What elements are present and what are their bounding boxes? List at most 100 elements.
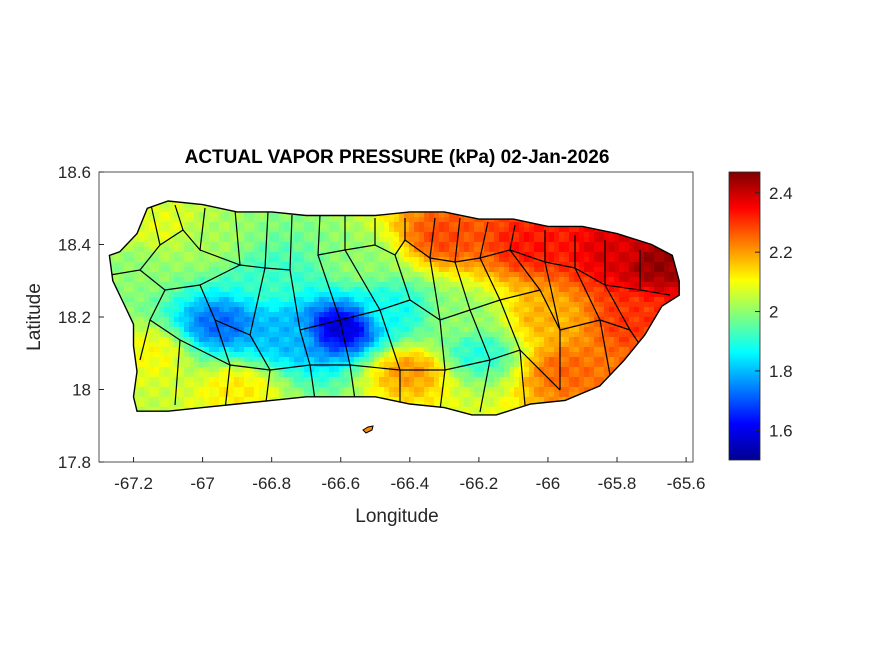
heat-cell <box>299 352 305 358</box>
heat-cell <box>164 222 170 228</box>
heat-cell <box>394 332 400 338</box>
heat-cell <box>294 332 300 338</box>
heat-cell <box>584 387 590 393</box>
heat-cell <box>359 307 365 313</box>
heat-cell <box>304 312 310 318</box>
heat-cell <box>169 382 175 388</box>
heat-cell <box>324 387 330 393</box>
heat-cell <box>159 307 165 313</box>
heat-cell <box>419 352 425 358</box>
heat-cell <box>604 232 610 238</box>
heat-cell <box>239 372 245 378</box>
heat-cell <box>219 242 225 248</box>
heat-cell <box>314 317 320 323</box>
heat-cell <box>394 242 400 248</box>
heat-cell <box>149 267 155 273</box>
heat-cell <box>339 347 345 353</box>
heat-cell <box>379 297 385 303</box>
heat-cell <box>409 382 415 388</box>
heat-cell <box>149 367 155 373</box>
heat-cell <box>184 387 190 393</box>
heat-cell <box>279 262 285 268</box>
heat-cell <box>484 412 490 415</box>
heat-cell <box>449 372 455 378</box>
heat-cell <box>429 282 435 288</box>
heat-cell <box>299 317 305 323</box>
heat-cell <box>174 342 180 348</box>
heat-cell <box>494 382 500 388</box>
heat-cell <box>409 392 415 398</box>
heat-cell <box>379 217 385 223</box>
heat-cell <box>194 267 200 273</box>
heat-cell <box>449 267 455 273</box>
heat-cell <box>489 347 495 353</box>
heat-cell <box>274 357 280 363</box>
heat-cell <box>559 232 565 238</box>
heat-cell <box>144 347 150 353</box>
heat-cell <box>499 382 505 388</box>
heat-cell <box>304 227 310 233</box>
heat-cell <box>374 392 380 398</box>
heat-cell <box>264 352 270 358</box>
heat-cell <box>159 217 165 223</box>
heat-cell <box>589 327 595 333</box>
heat-cell <box>299 277 305 283</box>
heat-cell <box>349 347 355 353</box>
heat-cell <box>354 322 360 328</box>
heat-cell <box>394 352 400 358</box>
heat-cell <box>489 267 495 273</box>
heat-cell <box>374 337 380 343</box>
heat-cell <box>364 257 370 263</box>
heat-cell <box>279 317 285 323</box>
heat-cell <box>554 237 560 243</box>
heat-cell <box>504 292 510 298</box>
heat-cell <box>249 277 255 283</box>
heat-cell <box>374 352 380 358</box>
heat-cell <box>574 307 580 313</box>
heat-cell <box>254 337 260 343</box>
heat-cell <box>229 302 235 308</box>
heat-cell <box>444 337 450 343</box>
heat-cell <box>159 267 165 273</box>
heat-cell <box>459 372 465 378</box>
heat-cell <box>434 317 440 323</box>
heat-cell <box>499 327 505 333</box>
heat-cell <box>139 387 145 393</box>
heat-cell <box>139 397 145 403</box>
heat-cell <box>369 387 375 393</box>
heat-cell <box>194 257 200 263</box>
heat-cell <box>484 222 490 228</box>
heat-cell <box>359 317 365 323</box>
heat-cell <box>259 217 265 223</box>
heat-cell <box>124 287 130 293</box>
heat-cell <box>179 382 185 388</box>
heat-cell <box>214 212 220 218</box>
heat-cell <box>344 337 350 343</box>
heat-cell <box>289 237 295 243</box>
heat-cell <box>584 237 590 243</box>
heat-cell <box>249 397 255 403</box>
heat-cell <box>449 382 455 388</box>
heat-cell <box>529 342 535 348</box>
heat-cell <box>229 222 235 228</box>
heat-cell <box>274 377 280 383</box>
heat-cell <box>429 327 435 333</box>
heat-cell <box>544 387 550 393</box>
heat-cell <box>459 297 465 303</box>
heat-cell <box>379 327 385 333</box>
heat-cell <box>334 267 340 273</box>
heat-cell <box>604 257 610 263</box>
heat-cell <box>164 387 170 393</box>
heat-cell <box>529 237 535 243</box>
heat-cell <box>314 217 320 223</box>
heat-cell <box>564 262 570 268</box>
heat-cell <box>484 272 490 278</box>
heat-cell <box>424 362 430 368</box>
heat-cell <box>174 337 180 343</box>
heat-cell <box>599 362 605 368</box>
heat-cell <box>374 282 380 288</box>
heat-cell <box>124 272 130 278</box>
heat-cell <box>424 242 430 248</box>
heat-cell <box>154 352 160 358</box>
heat-cell <box>239 307 245 313</box>
